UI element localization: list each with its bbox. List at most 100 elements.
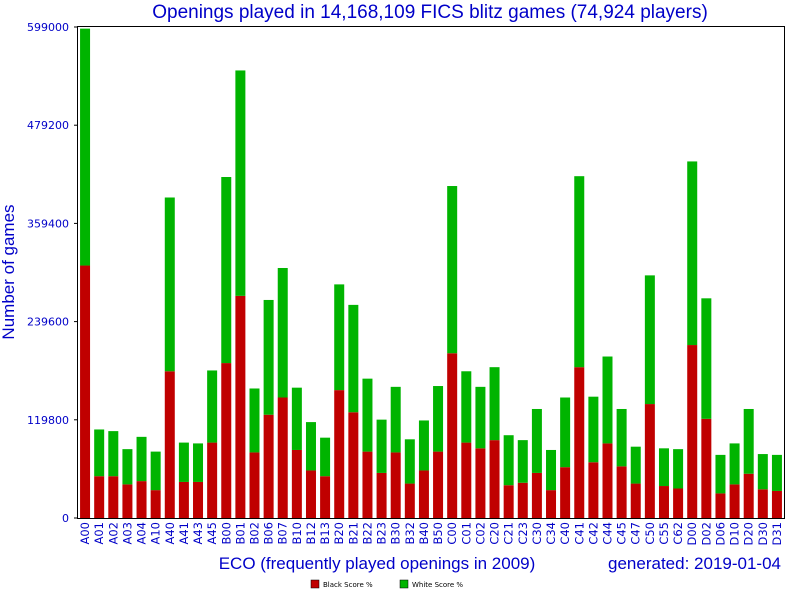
- bar-white-d02: [701, 298, 712, 419]
- bar-white-c62: [673, 449, 684, 489]
- bar-black-d10: [729, 484, 740, 518]
- x-tick-label: D10: [728, 522, 742, 546]
- bar-white-a01: [94, 429, 105, 477]
- bar-white-c40: [560, 397, 571, 468]
- bar-black-c44: [602, 443, 613, 518]
- bar-black-c47: [630, 483, 641, 518]
- x-tick-label: B21: [346, 522, 360, 545]
- x-tick-label: C30: [530, 522, 544, 545]
- bar-black-a43: [193, 481, 204, 518]
- x-tick-label: B50: [431, 522, 445, 545]
- x-tick-label: C45: [615, 522, 629, 545]
- generated-date: generated: 2019-01-04: [608, 554, 781, 573]
- bar-black-a40: [164, 371, 175, 518]
- bar-white-c47: [630, 446, 641, 484]
- bar-white-b40: [418, 420, 429, 471]
- bar-black-a01: [94, 476, 105, 518]
- x-tick-label: D00: [685, 522, 699, 546]
- bar-white-b22: [362, 378, 373, 452]
- bar-white-a10: [150, 451, 161, 491]
- x-tick-label: A40: [163, 522, 177, 545]
- bar-black-c42: [588, 462, 599, 518]
- x-tick-label: A03: [120, 522, 134, 545]
- x-tick-label: C41: [572, 522, 586, 545]
- bar-white-c23: [517, 440, 528, 483]
- bar-black-c45: [616, 466, 627, 518]
- x-tick-label: D02: [699, 522, 713, 546]
- bar-black-c01: [461, 442, 472, 518]
- bar-black-c00: [447, 353, 458, 518]
- bar-white-c00: [447, 186, 458, 354]
- y-tick-label: 359400: [27, 217, 69, 230]
- bar-black-c02: [475, 448, 486, 518]
- x-tick-label: A45: [205, 522, 219, 545]
- x-tick-label: C34: [544, 522, 558, 545]
- x-tick-label: C44: [601, 522, 615, 545]
- x-tick-label: C01: [459, 522, 473, 545]
- x-tick-label: A02: [106, 522, 120, 545]
- y-tick-label: 599000: [27, 21, 69, 34]
- bar-white-d31: [771, 454, 782, 491]
- x-tick-label: B13: [318, 522, 332, 545]
- legend-swatch: [399, 579, 409, 589]
- x-tick-label: C62: [671, 522, 685, 545]
- bar-white-d10: [729, 443, 740, 485]
- bar-black-b00: [221, 363, 232, 518]
- bar-white-b20: [334, 284, 345, 391]
- legend-swatch: [310, 579, 320, 589]
- x-tick-label: B01: [233, 522, 247, 545]
- bar-white-d20: [743, 408, 754, 474]
- x-tick-label: B23: [375, 522, 389, 545]
- bar-white-d30: [757, 454, 768, 490]
- y-tick-label: 0: [62, 512, 69, 525]
- bar-black-d06: [715, 493, 726, 518]
- bar-black-b22: [362, 451, 373, 518]
- bar-black-a10: [150, 490, 161, 518]
- x-tick-label: C02: [473, 522, 487, 545]
- bar-white-c44: [602, 356, 613, 444]
- bar-white-c21: [503, 435, 514, 486]
- bar-white-a04: [136, 436, 147, 482]
- bar-black-c34: [546, 490, 557, 518]
- x-tick-label: B10: [290, 522, 304, 545]
- bar-black-a03: [122, 484, 133, 518]
- bar-black-d02: [701, 418, 712, 518]
- bar-white-a02: [108, 431, 119, 477]
- bar-black-a02: [108, 476, 119, 518]
- bars-group: [80, 28, 782, 518]
- bar-black-c21: [503, 485, 514, 518]
- bar-white-d00: [687, 161, 698, 346]
- x-tick-label: B02: [248, 522, 262, 545]
- x-tick-label: D30: [756, 522, 770, 546]
- x-tick-label: B12: [304, 522, 318, 545]
- bar-black-d20: [743, 473, 754, 518]
- bar-black-a04: [136, 481, 147, 518]
- bar-black-c20: [489, 440, 500, 518]
- bar-white-a03: [122, 449, 133, 485]
- bar-black-c50: [644, 404, 655, 518]
- x-tick-label: D06: [713, 522, 727, 546]
- x-tick-label: B06: [262, 522, 276, 545]
- bar-black-c23: [517, 482, 528, 518]
- bar-white-b23: [376, 419, 387, 473]
- x-tick-label: A41: [177, 522, 191, 545]
- plot-frame: [77, 26, 785, 519]
- bar-white-c50: [644, 275, 655, 405]
- bar-white-a41: [178, 442, 189, 482]
- bar-black-d31: [771, 490, 782, 518]
- bar-black-d30: [757, 489, 768, 518]
- y-axis-ticks: 0 119800 239600 359400 479200 599000: [27, 21, 78, 525]
- bar-white-c30: [531, 408, 542, 473]
- bar-white-c42: [588, 396, 599, 463]
- x-tick-label: D31: [770, 522, 784, 546]
- x-tick-label: C23: [516, 522, 530, 545]
- legend-label: Black Score %: [323, 581, 373, 589]
- x-tick-label: B40: [417, 522, 431, 545]
- x-tick-label: A10: [149, 522, 163, 545]
- x-tick-label: A00: [78, 522, 92, 545]
- bar-black-b06: [263, 414, 274, 518]
- x-tick-label: B20: [332, 522, 346, 545]
- bar-white-b01: [235, 70, 246, 296]
- bar-white-b30: [390, 386, 401, 453]
- bar-white-a43: [193, 443, 204, 482]
